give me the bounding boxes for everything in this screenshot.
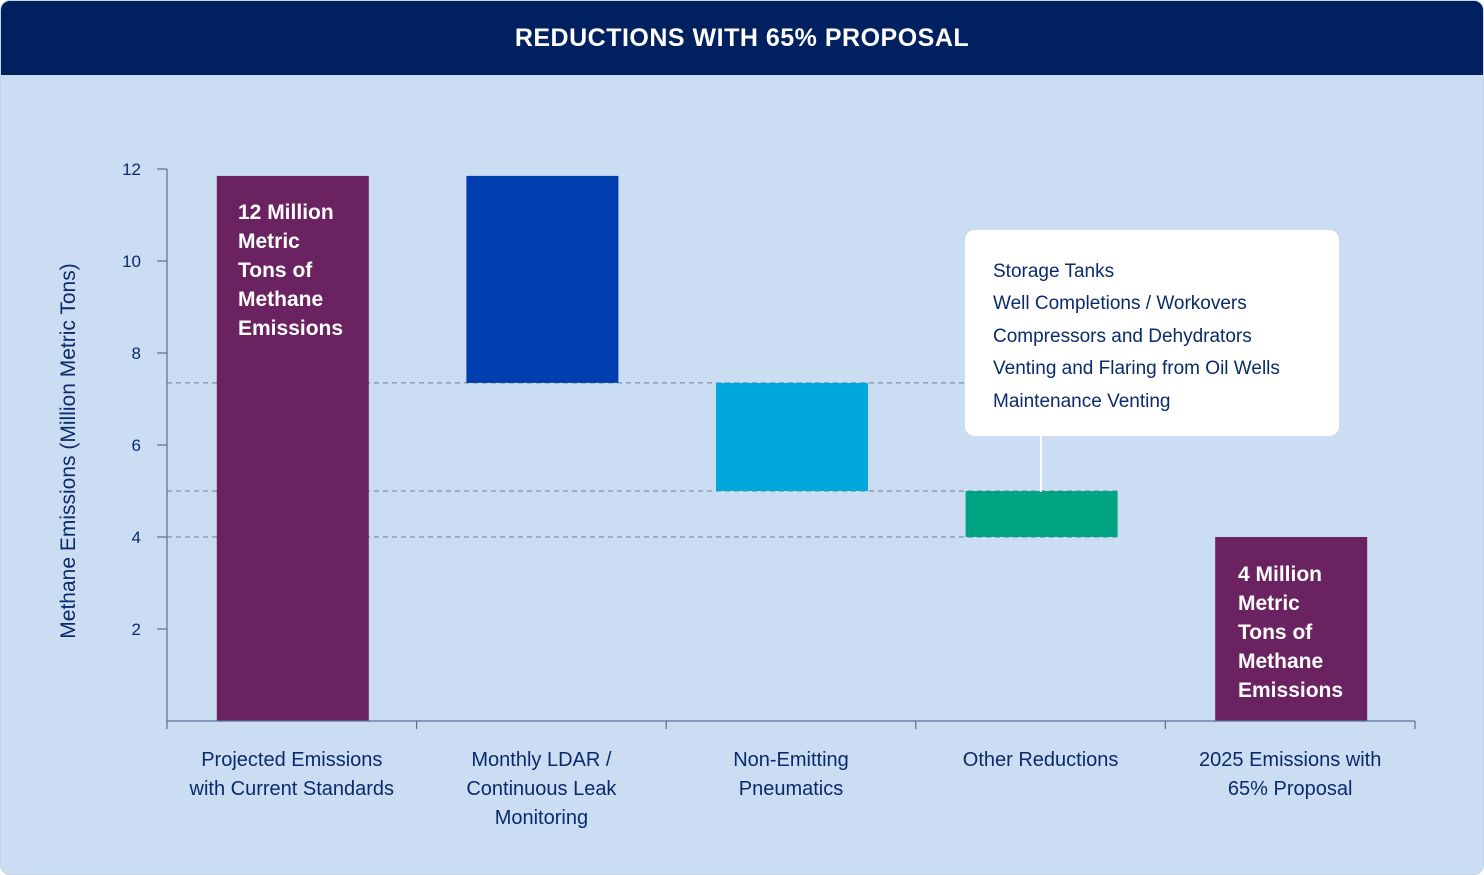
x-tick-label-line: Continuous Leak (466, 778, 617, 800)
x-tick-label: Non-Emitting Pneumatics (666, 746, 916, 804)
waterfall-bar (216, 175, 369, 721)
annotation-line: 4 Million (1238, 563, 1322, 586)
callout-item: Storage Tanks (993, 261, 1115, 282)
x-tick-label-line: Monitoring (494, 807, 589, 829)
start-total-annotation: 12 Million Metric Tons of Methane Emissi… (238, 198, 363, 343)
annotation-line: Metric (238, 230, 300, 253)
x-tick-label: Other Reductions (916, 746, 1166, 775)
end-total-annotation: 4 Million Metric Tons of Methane Emissio… (1238, 560, 1363, 705)
y-tick-label: 12 (122, 160, 141, 179)
x-tick-label-line: with Current Standards (189, 778, 395, 800)
waterfall-bar (466, 175, 619, 383)
x-tick-label-line: Projected Emissions (201, 749, 383, 771)
x-tick-label: Monthly LDAR / Continuous Leak Monitoring (416, 746, 666, 833)
annotation-line: 12 Million (238, 201, 334, 224)
callout-item: Well Completions / Workovers (993, 293, 1247, 315)
waterfall-bar (716, 382, 868, 491)
y-tick-label: 6 (132, 436, 141, 455)
annotation-line: Emissions (238, 317, 344, 340)
callout-connector (1040, 436, 1042, 492)
y-tick-label: 4 (132, 528, 141, 547)
x-tick-label-line: 65% Proposal (1227, 778, 1353, 800)
annotation-line: Emissions (1238, 679, 1344, 702)
x-tick-label: 2025 Emissions with 65% Proposal (1165, 746, 1415, 804)
annotation-line: Tons of (1238, 621, 1313, 644)
callout-item: Maintenance Venting (993, 390, 1171, 412)
waterfall-bar (965, 491, 1118, 537)
title-bar: REDUCTIONS WITH 65% PROPOSAL (1, 1, 1483, 75)
callout-item: Compressors and Dehydrators (993, 325, 1252, 347)
x-tick-label-line: Monthly LDAR / (471, 749, 612, 771)
other-reductions-callout: Storage Tanks Well Completions / Workove… (965, 230, 1339, 436)
x-tick-label-line: 2025 Emissions with (1199, 749, 1382, 771)
x-tick-label-line: Non-Emitting (733, 749, 849, 771)
annotation-line: Methane (1238, 650, 1324, 673)
annotation-line: Methane (238, 288, 324, 311)
x-tick-label-line: Other Reductions (962, 749, 1119, 771)
callout-item: Venting and Flaring from Oil Wells (993, 358, 1280, 380)
x-tick-label-line: Pneumatics (738, 778, 844, 800)
waterfall-bar (1215, 537, 1368, 721)
annotation-line: Metric (1238, 592, 1300, 615)
y-tick-label: 10 (122, 252, 141, 271)
y-tick-label: 8 (132, 344, 141, 363)
y-tick-label: 2 (132, 620, 141, 639)
annotation-line: Tons of (238, 259, 313, 282)
chart-title: REDUCTIONS WITH 65% PROPOSAL (514, 23, 970, 52)
x-tick-label: Projected Emissions with Current Standard… (167, 746, 417, 804)
